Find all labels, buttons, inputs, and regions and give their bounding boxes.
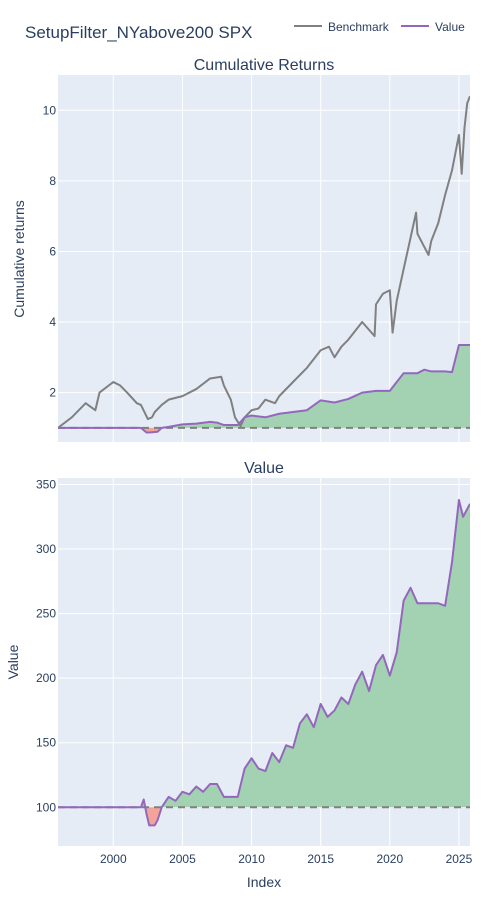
cumulative-returns-panel: 2 4 6 8 10 Cumulative Returns Cumulative retur… <box>11 57 470 442</box>
y-tick-label: 150 <box>36 736 56 750</box>
legend-label-benchmark[interactable]: Benchmark <box>328 20 390 34</box>
x-tick-label: 2015 <box>307 852 334 866</box>
legend: Benchmark Value <box>294 20 465 34</box>
x-tick-label: 2020 <box>376 852 403 866</box>
plot-content <box>58 95 470 434</box>
y-tick-label: 300 <box>36 542 56 556</box>
y-axis-title: Cumulative returns <box>11 200 27 318</box>
series-line-benchmark <box>58 95 470 429</box>
x-tick-label: 2010 <box>238 852 265 866</box>
loss-area <box>145 807 162 826</box>
subplot-title: Value <box>244 460 284 477</box>
y-tick-label: 10 <box>43 103 57 117</box>
y-tick-label: 100 <box>36 800 56 814</box>
value-panel: 2000 2005 2010 2015 2020 2025 100 150 200 250 300 3… <box>5 460 473 890</box>
y-tick-label: 4 <box>49 315 56 329</box>
x-tick-label: 2000 <box>100 852 127 866</box>
y-tick-label: 2 <box>49 386 56 400</box>
main-title: SetupFilter_NYabove200 SPX <box>25 23 252 42</box>
series-line-value <box>58 343 470 434</box>
x-axis-title: Index <box>247 874 281 890</box>
y-tick-label: 250 <box>36 607 56 621</box>
gain-area <box>161 499 470 808</box>
x-tick-label: 2025 <box>446 852 473 866</box>
x-tick-label: 2005 <box>169 852 196 866</box>
y-tick-label: 350 <box>36 477 56 491</box>
gain-area <box>161 344 470 428</box>
series-line-value <box>58 498 470 827</box>
y-axis-title: Value <box>5 644 21 679</box>
subplot-title: Cumulative Returns <box>194 57 335 74</box>
y-tick-label: 8 <box>49 174 56 188</box>
plot-content <box>58 498 470 827</box>
y-tick-label: 6 <box>49 244 56 258</box>
y-tick-label: 200 <box>36 671 56 685</box>
legend-label-value[interactable]: Value <box>435 20 465 34</box>
